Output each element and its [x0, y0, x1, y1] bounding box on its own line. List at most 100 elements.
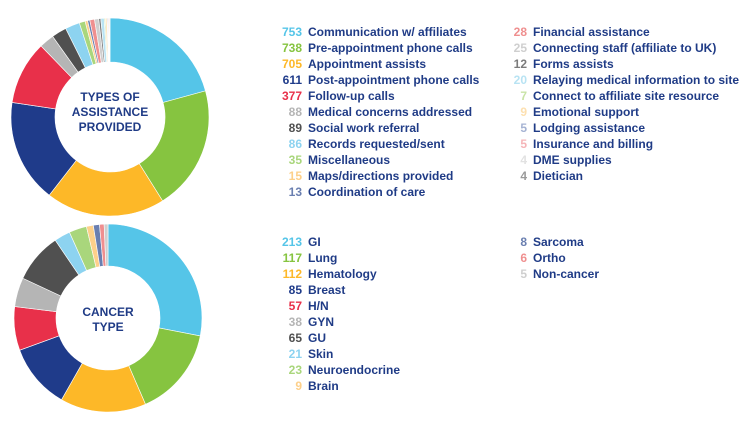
cancer-type-legend-item-h-n: 57 H/N	[289, 299, 400, 315]
cancer-type-legend-item-gi: 213 GI	[282, 235, 400, 251]
cancer-type-legend-value: 38	[288, 315, 302, 329]
assistance-legend-label: Post-appointment phone calls	[308, 73, 480, 87]
cancer-type-legend-value: 65	[288, 331, 302, 345]
assistance-legend-label: Emotional support	[533, 105, 639, 119]
assistance-legend-item-follow-up-calls: 377 Follow-up calls	[282, 89, 479, 105]
assistance-legend-label: Appointment assists	[308, 57, 427, 71]
assistance-legend-item-records-requested-sent: 86 Records requested/sent	[289, 137, 479, 153]
assistance-legend-label: Dietician	[533, 169, 584, 183]
assistance-legend-value: 5	[520, 121, 527, 135]
cancer-type-legend-item-lung: 117 Lung	[283, 251, 400, 267]
cancer-type-legend-value: 213	[281, 235, 302, 249]
cancer-type-slice-non-cancer	[103, 223, 109, 267]
assistance-legend-value: 611	[282, 73, 302, 87]
assistance-legend-item-connecting-staff-affiliate-to-uk: 25 Connecting staff (affiliate to UK)	[514, 41, 739, 57]
assistance-legend-item-post-appointment-phone-calls: 611 Post-appointment phone calls	[283, 73, 480, 89]
assistance-legend-item-social-work-referral: 89 Social work referral	[289, 121, 479, 137]
cancer-type-title-line-1: CANCER	[82, 305, 134, 319]
assistance-legend-value: 5	[520, 137, 527, 151]
assistance-legend-value: 377	[281, 89, 302, 103]
assistance-legend-item-connect-to-affiliate-site-resource: 7 Connect to affiliate site resource	[520, 89, 739, 105]
assistance-legend-label: Coordination of care	[308, 185, 426, 199]
assistance-legend-label: Relaying medical information to site	[533, 73, 740, 87]
assistance-legend-item-lodging-assistance: 5 Lodging assistance	[520, 121, 739, 137]
cancer-type-legend-value: 6	[520, 251, 527, 265]
assistance-legend-value: 25	[513, 41, 527, 55]
cancer-type-legend-label: Ortho	[533, 251, 566, 265]
assistance-legend-col-1: 753 Communication w/ affiliates 738 Pre-app…	[282, 25, 480, 201]
cancer-type-legend-item-gu: 65 GU	[289, 331, 400, 347]
assistance-legend-item-medical-concerns-addressed: 88 Medical concerns addressed	[289, 105, 479, 121]
assistance-legend-label: Social work referral	[308, 121, 420, 135]
assistance-legend-label: Records requested/sent	[308, 137, 445, 151]
cancer-type-legend-value: 57	[288, 299, 302, 313]
assistance-legend-value: 86	[288, 137, 302, 151]
cancer-type-slice-gi	[107, 223, 203, 337]
cancer-type-legend-label: Sarcoma	[533, 235, 584, 249]
assistance-legend-value: 28	[513, 25, 527, 39]
assistance-legend-value: 15	[288, 169, 302, 183]
cancer-type-legend-col-2: 8 Sarcoma 6 Ortho 5 Non-cancer	[520, 235, 600, 283]
assistance-legend-value: 9	[520, 105, 527, 119]
cancer-type-donut-chart	[13, 223, 203, 413]
assistance-legend-label: Connect to affiliate site resource	[533, 89, 720, 103]
assistance-legend-item-appointment-assists: 705 Appointment assists	[282, 57, 479, 73]
assistance-legend-label: Lodging assistance	[533, 121, 646, 135]
assistance-legend-item-relaying-medical-information-to-site: 20 Relaying medical information to site	[514, 73, 740, 89]
cancer-type-legend-col-1: 213 GI 117 Lung 112 Hematology 85 Breast 57 H/N 38…	[282, 235, 401, 395]
cancer-type-chart-title: CANCER TYPE	[58, 305, 158, 335]
assistance-legend-item-forms-assists: 12 Forms assists	[514, 57, 739, 73]
assistance-legend-item-insurance-and-billing: 5 Insurance and billing	[520, 137, 739, 153]
assistance-legend-label: Maps/directions provided	[308, 169, 454, 183]
assistance-legend-label: DME supplies	[533, 153, 612, 167]
cancer-type-legend-value: 23	[288, 363, 302, 377]
assistance-title-line-3: PROVIDED	[78, 120, 142, 134]
cancer-type-legend-label: GYN	[308, 315, 335, 329]
assistance-legend-label: Connecting staff (affiliate to UK)	[533, 41, 717, 55]
cancer-type-legend-label: Lung	[308, 251, 338, 265]
assistance-legend-value: 4	[520, 153, 527, 167]
cancer-type-legend-label: GU	[308, 331, 326, 345]
assistance-legend-item-maps-directions-provided: 15 Maps/directions provided	[289, 169, 479, 185]
cancer-type-legend-item-neuroendocrine: 23 Neuroendocrine	[289, 363, 401, 379]
cancer-type-legend-label: H/N	[308, 299, 329, 313]
cancer-type-legend-value: 9	[295, 379, 302, 393]
cancer-type-legend-item-brain: 9 Brain	[295, 379, 400, 395]
assistance-legend-value: 13	[288, 185, 302, 199]
cancer-type-legend-value: 112	[282, 267, 302, 281]
cancer-type-legend-item-breast: 85 Breast	[289, 283, 400, 299]
cancer-type-legend-value: 21	[288, 347, 302, 361]
cancer-type-legend-label: Brain	[308, 379, 339, 393]
assistance-legend-value: 88	[288, 105, 302, 119]
assistance-legend-item-emotional-support: 9 Emotional support	[520, 105, 739, 121]
cancer-type-legend-value: 8	[520, 235, 527, 249]
cancer-type-title-line-2: TYPE	[92, 320, 124, 334]
assistance-legend-col-2: 28 Financial assistance 25 Connecting staff…	[514, 25, 740, 185]
cancer-type-legend-item-ortho: 6 Ortho	[520, 251, 599, 267]
cancer-type-legend-item-skin: 21 Skin	[289, 347, 400, 363]
assistance-legend-value: 7	[520, 89, 527, 103]
assistance-legend-item-communication-w-affiliates: 753 Communication w/ affiliates	[282, 25, 479, 41]
assistance-legend-label: Miscellaneous	[308, 153, 391, 167]
cancer-type-slices	[13, 223, 203, 413]
cancer-type-legend-value: 85	[288, 283, 302, 297]
assistance-legend-item-pre-appointment-phone-calls: 738 Pre-appointment phone calls	[282, 41, 479, 57]
assistance-chart-title: TYPES OF ASSISTANCE PROVIDED	[60, 90, 160, 135]
cancer-type-legend-label: Breast	[308, 283, 346, 297]
cancer-type-legend-label: Non-cancer	[533, 267, 600, 281]
assistance-legend-label: Forms assists	[533, 57, 614, 71]
assistance-legend-value: 753	[281, 25, 302, 39]
assistance-legend-label: Financial assistance	[533, 25, 650, 39]
cancer-type-legend-label: Neuroendocrine	[308, 363, 401, 377]
assistance-donut-chart	[10, 17, 210, 217]
cancer-type-legend-item-sarcoma: 8 Sarcoma	[520, 235, 599, 251]
assistance-legend-label: Communication w/ affiliates	[308, 25, 467, 39]
assistance-legend-value: 4	[520, 169, 527, 183]
assistance-slices	[10, 17, 210, 217]
cancer-type-legend-item-hematology: 112 Hematology	[283, 267, 400, 283]
assistance-legend-value: 705	[281, 57, 302, 71]
cancer-type-legend-label: Hematology	[308, 267, 377, 281]
assistance-legend-label: Pre-appointment phone calls	[308, 41, 473, 55]
cancer-type-legend-label: GI	[308, 235, 321, 249]
cancer-type-legend-label: Skin	[308, 347, 334, 361]
